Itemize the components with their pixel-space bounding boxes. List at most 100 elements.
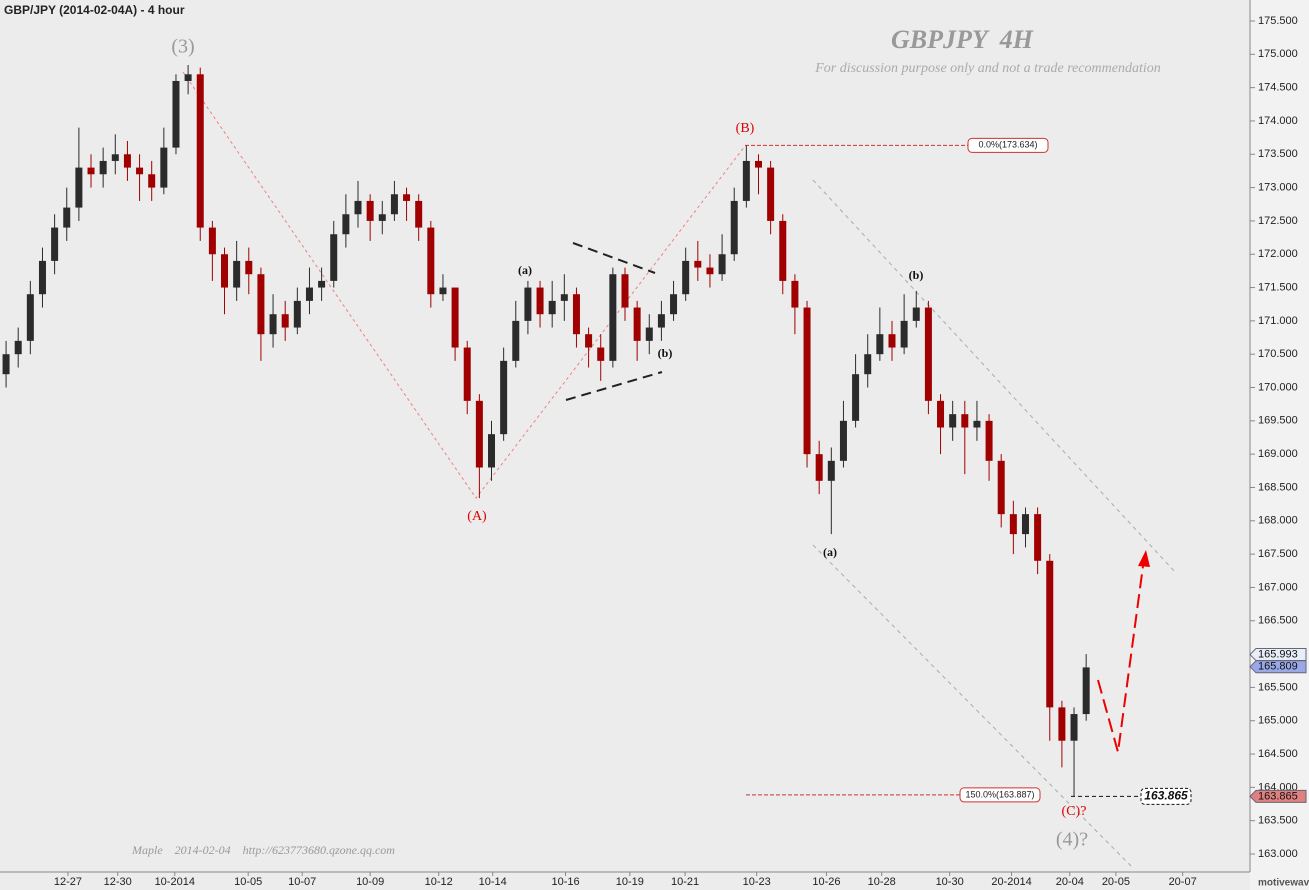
candle-body: [1046, 560, 1054, 708]
y-tick-label: 163.500: [1258, 815, 1298, 827]
price-marker-label: 165.993: [1258, 648, 1298, 660]
wave-label: (b): [909, 268, 924, 282]
y-tick-label: 167.000: [1258, 581, 1298, 593]
y-tick-label: 163.000: [1258, 848, 1298, 860]
candle-body: [233, 260, 241, 288]
y-tick-label: 175.500: [1258, 15, 1298, 27]
candle-body: [184, 74, 192, 81]
y-tick-label: 169.500: [1258, 415, 1298, 427]
low-label: 163.865: [1144, 789, 1188, 803]
candle-body: [597, 347, 605, 361]
candle-body: [682, 260, 690, 295]
fib-box: [967, 137, 1049, 153]
wave-label: (A): [467, 509, 487, 524]
candle-body: [1034, 514, 1042, 561]
candle-body: [548, 300, 556, 315]
x-tick-label: 10-19: [616, 876, 644, 888]
y-tick-label: 168.500: [1258, 481, 1298, 493]
candle-body: [293, 300, 301, 328]
x-tick-label: 20-07: [1169, 876, 1197, 888]
candle-body: [281, 314, 289, 328]
candle-body: [609, 274, 617, 361]
y-tick-label: 175.000: [1258, 48, 1298, 60]
arrowhead: [1138, 550, 1150, 567]
candle-body: [754, 160, 762, 168]
wedge-line: [572, 242, 656, 274]
candle-body: [791, 280, 799, 308]
candle-body: [488, 434, 496, 468]
candle-body: [512, 320, 520, 361]
subtitle: For discussion purpose only and not a tr…: [814, 61, 1161, 76]
chart-title: GBP/JPY (2014-02-04A) - 4 hour: [4, 3, 185, 17]
candle-body: [1021, 514, 1029, 535]
price-marker-label: 165.809: [1258, 661, 1298, 673]
x-tick-label: 12-30: [104, 876, 132, 888]
candle-body: [633, 307, 641, 341]
y-tick-label: 174.500: [1258, 82, 1298, 94]
candle-body: [827, 460, 835, 481]
candle-body: [657, 314, 665, 328]
candle-body: [427, 227, 435, 295]
candle-body: [354, 200, 362, 215]
x-tick-label: 10-07: [288, 876, 316, 888]
candle-body: [99, 160, 107, 175]
y-tick-label: 167.500: [1258, 548, 1298, 560]
candle-body: [257, 274, 265, 335]
y-tick-label: 172.000: [1258, 248, 1298, 260]
candle-body: [621, 274, 629, 308]
candle-body: [560, 294, 568, 301]
footer: Maple 2014-02-04 http://623773680.qzone.…: [131, 843, 395, 857]
brand: motivewave.com: [1258, 878, 1309, 889]
candle-body: [694, 260, 702, 268]
candle-body: [1009, 514, 1017, 535]
x-tick-label: 10-28: [868, 876, 896, 888]
wave-line: [182, 71, 746, 499]
candle-body: [912, 307, 920, 321]
x-tick-label: 10-09: [356, 876, 384, 888]
x-tick-label: 10-30: [936, 876, 964, 888]
candle-body: [148, 174, 156, 188]
y-tick-label: 174.000: [1258, 115, 1298, 127]
wave-label: (C)?: [1062, 804, 1087, 819]
candle-body: [63, 207, 71, 228]
x-tick-label: 10-16: [551, 876, 579, 888]
y-tick-label: 171.500: [1258, 281, 1298, 293]
annotation-lines: [182, 71, 1176, 869]
candle-body: [961, 414, 969, 428]
y-tick-label: 170.000: [1258, 381, 1298, 393]
candle-body: [536, 287, 544, 315]
x-tick-label: 10-26: [812, 876, 840, 888]
candle-body: [718, 254, 726, 275]
candle-body: [949, 414, 957, 428]
candle-body: [463, 347, 471, 401]
candle-body: [767, 167, 775, 221]
y-tick-label: 165.500: [1258, 681, 1298, 693]
candle-body: [937, 400, 945, 428]
candle-body: [585, 334, 593, 348]
price-marker: [1249, 648, 1307, 662]
y-tick-label: 172.500: [1258, 215, 1298, 227]
y-tick-label: 173.500: [1258, 148, 1298, 160]
candle-body: [330, 234, 338, 281]
x-tick-label: 20-05: [1102, 876, 1130, 888]
y-tick-label: 164.500: [1258, 748, 1298, 760]
candle-body: [51, 227, 59, 261]
x-tick-label: 10-12: [425, 876, 453, 888]
wave-label: (4)?: [1056, 829, 1088, 851]
candle-body: [900, 320, 908, 348]
wave-label: (b): [658, 346, 673, 360]
candle-body: [378, 214, 386, 221]
y-tick-label: 166.500: [1258, 615, 1298, 627]
candle-body: [645, 327, 653, 341]
low-box: [1140, 787, 1192, 805]
candle-body: [475, 400, 483, 468]
price-marker: [1249, 789, 1307, 803]
candle-body: [87, 167, 95, 175]
candle-body: [38, 260, 46, 295]
fib-label: 150.0%(163.887): [965, 789, 1034, 799]
candle-body: [111, 154, 119, 161]
candle-body: [123, 154, 131, 168]
candle-body: [2, 354, 10, 375]
candle-body: [208, 227, 216, 255]
